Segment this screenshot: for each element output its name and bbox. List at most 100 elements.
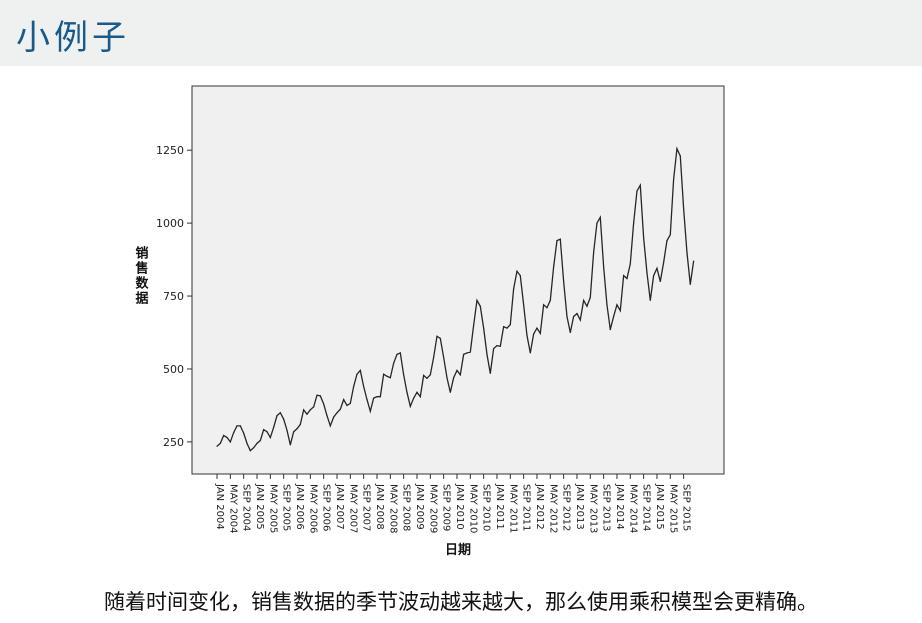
x-tick-label: SEP 2012 bbox=[561, 484, 572, 531]
data-point bbox=[673, 178, 675, 180]
x-tick-label: MAY 2008 bbox=[387, 484, 398, 533]
y-tick-label: 750 bbox=[163, 290, 184, 303]
data-point bbox=[486, 353, 488, 355]
data-point bbox=[639, 184, 641, 186]
data-point bbox=[266, 431, 268, 433]
data-point bbox=[643, 237, 645, 239]
data-point bbox=[536, 327, 538, 329]
data-point bbox=[463, 353, 465, 355]
data-point bbox=[559, 238, 561, 240]
x-tick-label: MAY 2004 bbox=[227, 484, 238, 533]
data-point bbox=[283, 418, 285, 420]
x-tick-label: MAY 2015 bbox=[667, 484, 678, 533]
data-point bbox=[693, 260, 695, 262]
data-point bbox=[359, 369, 361, 372]
data-point bbox=[473, 324, 475, 326]
data-point bbox=[216, 445, 218, 447]
data-point bbox=[469, 351, 471, 353]
x-tick-label: SEP 2014 bbox=[641, 484, 652, 531]
data-point bbox=[586, 305, 588, 307]
data-point bbox=[526, 334, 528, 337]
x-tick-label: JAN 2015 bbox=[654, 483, 665, 530]
data-point bbox=[523, 304, 525, 306]
data-point bbox=[326, 415, 328, 417]
x-tick-label: MAY 2006 bbox=[307, 484, 318, 533]
x-tick-label: MAY 2014 bbox=[627, 484, 638, 533]
data-point bbox=[246, 442, 248, 444]
y-axis-label-char: 数 bbox=[135, 276, 149, 292]
data-point bbox=[623, 275, 625, 277]
y-axis-label-char: 售 bbox=[135, 261, 148, 277]
data-point bbox=[396, 353, 398, 355]
data-point bbox=[496, 345, 498, 347]
x-tick-label: SEP 2006 bbox=[321, 484, 332, 531]
data-point bbox=[649, 299, 651, 302]
data-point bbox=[533, 333, 535, 335]
data-point bbox=[539, 332, 541, 334]
data-point bbox=[529, 352, 531, 354]
data-point bbox=[243, 432, 245, 434]
data-point bbox=[509, 324, 511, 326]
data-point bbox=[363, 385, 365, 388]
x-axis-ticks: JAN 2004 MAY 2004 SEP 2004 JAN 2005 MAY 2005… bbox=[214, 474, 692, 533]
data-point bbox=[579, 319, 581, 321]
data-point bbox=[403, 374, 405, 376]
slide-caption: 随着时间变化，销售数据的季节波动越来越大，那么使用乘积模型会更精确。 bbox=[104, 590, 818, 614]
y-tick-label: 250 bbox=[163, 436, 184, 449]
data-point bbox=[636, 190, 638, 192]
data-point bbox=[663, 261, 665, 264]
data-point bbox=[373, 397, 375, 399]
y-axis-ticks: 250 500 750 1000 1250 bbox=[156, 144, 192, 449]
plot-area bbox=[191, 85, 725, 475]
data-point bbox=[299, 423, 301, 426]
data-point bbox=[423, 374, 425, 376]
x-tick-label: JAN 2008 bbox=[374, 483, 385, 530]
data-point bbox=[333, 416, 335, 418]
data-point bbox=[449, 391, 451, 393]
data-point bbox=[656, 267, 658, 269]
data-point bbox=[609, 328, 611, 331]
data-point bbox=[339, 408, 341, 410]
data-point bbox=[626, 277, 628, 280]
data-point bbox=[366, 399, 368, 401]
data-point bbox=[286, 429, 288, 431]
data-point bbox=[569, 331, 571, 334]
data-point bbox=[346, 404, 348, 407]
y-axis-label-char: 销 bbox=[135, 246, 148, 262]
data-point bbox=[593, 251, 595, 253]
data-points bbox=[216, 148, 695, 452]
data-point bbox=[319, 395, 321, 397]
data-point bbox=[499, 345, 501, 347]
data-point bbox=[259, 439, 261, 442]
x-tick-label: JAN 2005 bbox=[254, 483, 265, 530]
data-point bbox=[313, 406, 315, 408]
data-point bbox=[589, 296, 591, 299]
data-point bbox=[666, 240, 668, 242]
data-point bbox=[293, 431, 295, 433]
data-point bbox=[583, 299, 585, 302]
y-axis-label: 销售数据 bbox=[135, 246, 149, 307]
data-point bbox=[683, 207, 685, 210]
x-tick-label: SEP 2010 bbox=[481, 484, 492, 531]
data-point bbox=[386, 375, 388, 377]
x-axis-label: 日期 bbox=[445, 543, 471, 558]
data-point bbox=[453, 377, 455, 379]
x-tick-label: SEP 2007 bbox=[361, 484, 372, 531]
x-tick-label: JAN 2007 bbox=[334, 483, 345, 530]
data-point bbox=[223, 434, 225, 437]
data-point bbox=[253, 447, 255, 449]
data-point bbox=[676, 148, 678, 150]
data-point bbox=[566, 315, 568, 318]
data-point bbox=[289, 444, 291, 446]
data-point bbox=[606, 304, 608, 306]
data-point bbox=[493, 347, 495, 350]
data-point bbox=[219, 442, 221, 444]
data-point bbox=[506, 327, 508, 329]
data-point bbox=[596, 222, 598, 224]
data-point bbox=[549, 299, 551, 302]
data-point bbox=[446, 377, 448, 379]
data-point bbox=[269, 436, 271, 439]
x-tick-label: MAY 2010 bbox=[467, 484, 478, 533]
x-tick-label: SEP 2008 bbox=[401, 484, 412, 531]
